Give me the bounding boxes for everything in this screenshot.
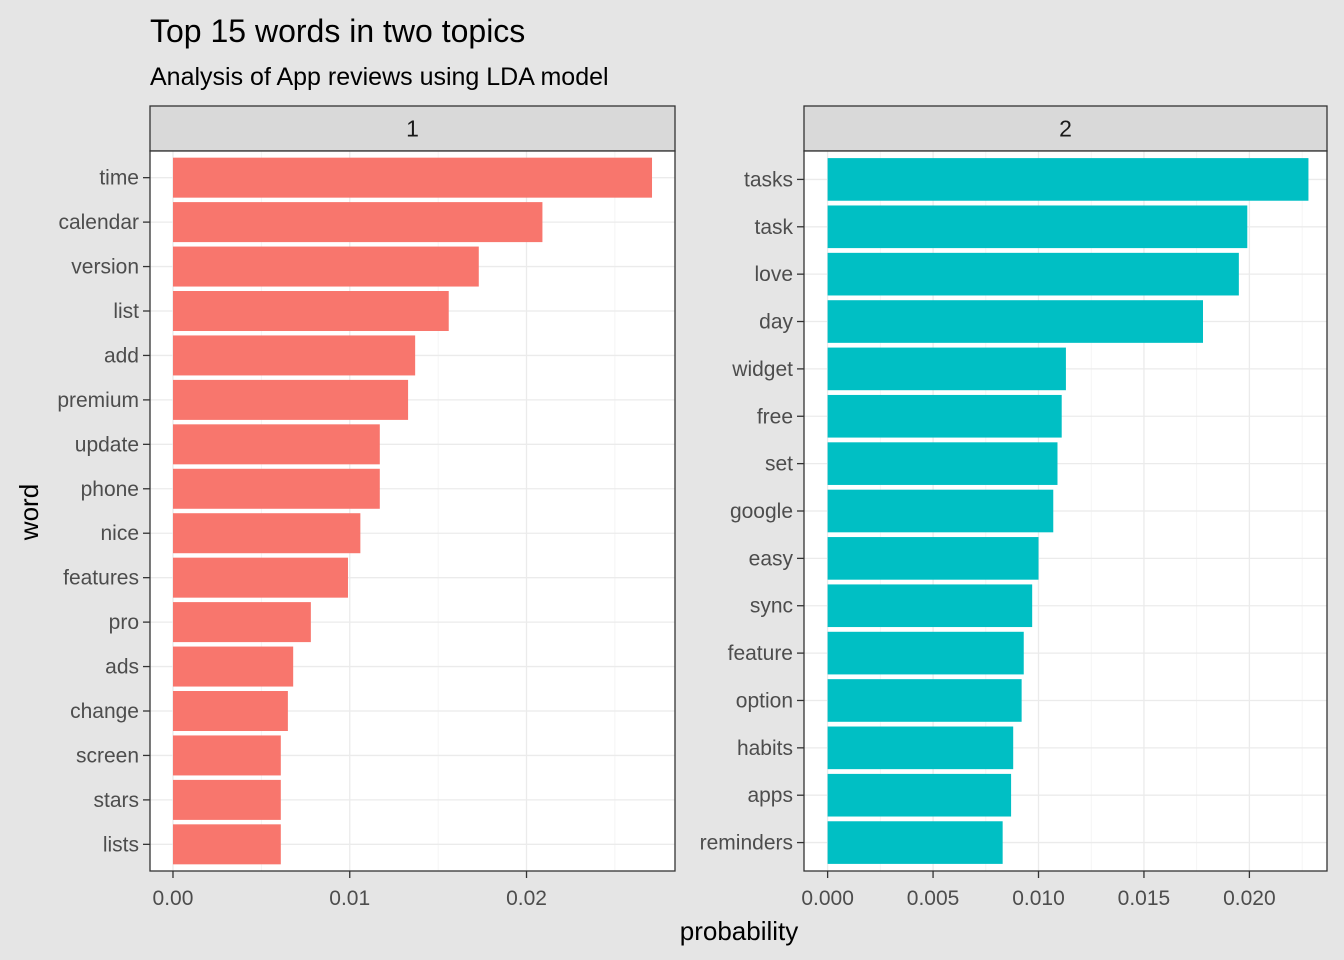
- x-tick-label: 0.010: [1012, 887, 1065, 910]
- bar-version: [172, 246, 479, 287]
- y-tick-label-screen: screen: [76, 744, 139, 767]
- y-tick-label-change: change: [70, 700, 139, 723]
- bar-lists: [172, 824, 281, 865]
- y-tick-label-sync: sync: [750, 595, 793, 618]
- y-tick-label-stars: stars: [93, 789, 139, 812]
- bar-habits: [827, 726, 1014, 770]
- y-tick-label-habits: habits: [737, 737, 793, 760]
- bar-free: [827, 394, 1062, 438]
- y-tick-label-free: free: [757, 405, 793, 428]
- bar-phone: [172, 468, 380, 509]
- chart-title: Top 15 words in two topics: [150, 13, 525, 49]
- bar-task: [827, 205, 1248, 249]
- y-tick-label-widget: widget: [731, 358, 793, 381]
- bar-google: [827, 489, 1054, 533]
- facet-strip-label: 1: [406, 116, 419, 142]
- y-tick-label-apps: apps: [747, 784, 793, 807]
- bar-stars: [172, 779, 281, 820]
- y-tick-label-day: day: [759, 311, 793, 334]
- bar-set: [827, 442, 1058, 485]
- y-tick-label-update: update: [75, 433, 139, 456]
- facet-strip: [149, 105, 676, 152]
- bar-pro: [172, 602, 311, 643]
- bar-feature: [827, 631, 1024, 675]
- facet-panel-2: 2 tasks task love day widget free set google easy…: [700, 105, 1328, 910]
- panel-border: [149, 150, 676, 872]
- y-tick-label-ads: ads: [105, 656, 139, 679]
- y-tick-label-nice: nice: [100, 522, 139, 545]
- y-tick-label-google: google: [730, 500, 793, 523]
- bar-nice: [172, 513, 361, 554]
- y-tick-label-feature: feature: [728, 642, 793, 665]
- y-tick-label-reminders: reminders: [700, 832, 793, 855]
- bar-ads: [172, 646, 294, 687]
- y-tick-label-add: add: [104, 344, 139, 367]
- bar-option: [827, 679, 1022, 722]
- facet-panel-1: 1 time calendar version list add premium update…: [57, 105, 676, 910]
- x-axis-title: probability: [680, 916, 799, 946]
- y-tick-label-tasks: tasks: [744, 168, 793, 191]
- y-tick-label-phone: phone: [81, 478, 139, 501]
- x-tick-label: 0.015: [1118, 887, 1171, 910]
- bar-love: [827, 252, 1239, 296]
- bar-update: [172, 424, 380, 465]
- bar-features: [172, 557, 348, 598]
- bar-time: [172, 157, 653, 198]
- y-tick-label-easy: easy: [749, 547, 794, 570]
- bar-premium: [172, 379, 409, 420]
- facet-strip-label: 2: [1059, 116, 1072, 142]
- bar-screen: [172, 735, 281, 776]
- bar-list: [172, 291, 449, 331]
- y-axis-title: word: [14, 484, 44, 541]
- y-tick-label-time: time: [99, 167, 139, 190]
- bar-reminders: [827, 821, 1003, 864]
- y-tick-label-version: version: [71, 256, 139, 279]
- bar-day: [827, 300, 1203, 343]
- y-tick-label-love: love: [754, 263, 793, 286]
- bar-apps: [827, 773, 1012, 817]
- panel-border: [803, 150, 1328, 872]
- chart-subtitle: Analysis of App reviews using LDA model: [150, 63, 609, 91]
- facet-panels: 1 time calendar version list add premium update…: [57, 105, 1328, 910]
- x-tick-label: 0.020: [1223, 887, 1276, 910]
- y-tick-label-features: features: [63, 567, 139, 590]
- facet-strip: [803, 105, 1328, 152]
- x-tick-label: 0.000: [801, 887, 854, 910]
- bar-change: [172, 691, 288, 731]
- x-tick-label: 0.00: [153, 887, 194, 910]
- y-tick-label-list: list: [113, 300, 139, 323]
- y-tick-label-premium: premium: [57, 389, 139, 412]
- y-tick-label-lists: lists: [103, 833, 139, 856]
- bar-sync: [827, 584, 1033, 628]
- y-tick-label-set: set: [765, 453, 793, 476]
- y-tick-label-pro: pro: [109, 611, 139, 634]
- y-tick-label-calendar: calendar: [58, 211, 139, 234]
- y-tick-label-task: task: [754, 216, 793, 239]
- x-tick-label: 0.005: [907, 887, 960, 910]
- y-tick-label-option: option: [736, 689, 793, 712]
- bar-tasks: [827, 158, 1309, 201]
- x-tick-label: 0.01: [329, 887, 370, 910]
- x-tick-label: 0.02: [506, 887, 547, 910]
- bar-add: [172, 335, 416, 376]
- bar-easy: [827, 537, 1039, 580]
- bar-widget: [827, 347, 1066, 391]
- bar-calendar: [172, 202, 543, 243]
